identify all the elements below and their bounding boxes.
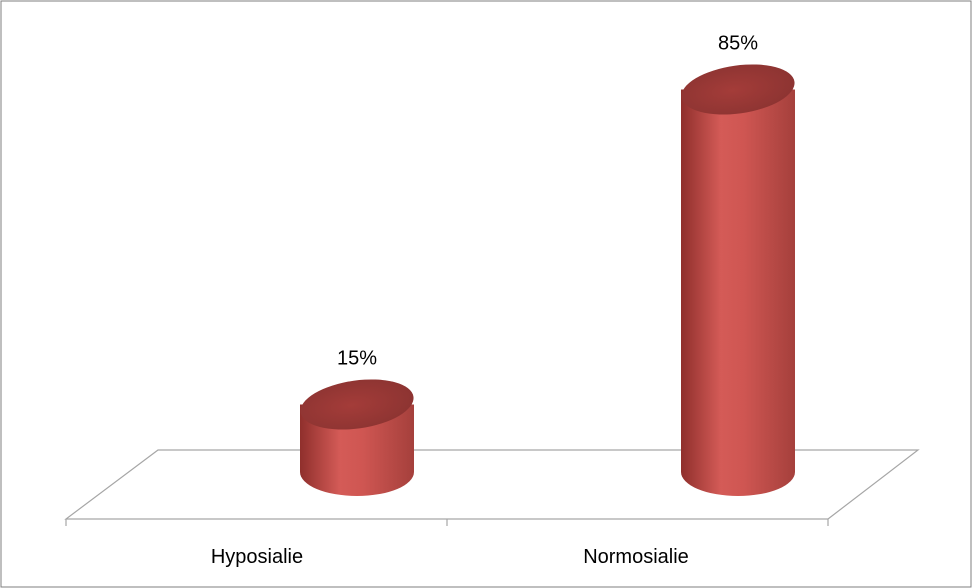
bar-top — [681, 64, 795, 115]
data-label: 15% — [337, 348, 377, 370]
bar-series — [300, 64, 795, 496]
bar-top — [300, 379, 414, 430]
category-label: Normosialie — [583, 546, 689, 568]
label-layer: 15% Hyposialie 85% Normosialie — [211, 33, 758, 569]
bar-body — [681, 89, 795, 496]
bar-hyposialie — [300, 379, 414, 496]
bar-normosialie — [681, 64, 795, 496]
category-label: Hyposialie — [211, 546, 303, 568]
data-label: 85% — [718, 33, 758, 55]
